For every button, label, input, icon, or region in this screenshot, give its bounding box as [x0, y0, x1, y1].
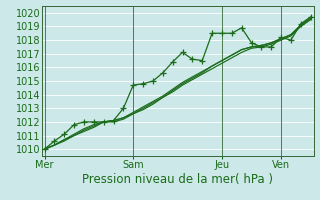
- X-axis label: Pression niveau de la mer( hPa ): Pression niveau de la mer( hPa ): [82, 173, 273, 186]
